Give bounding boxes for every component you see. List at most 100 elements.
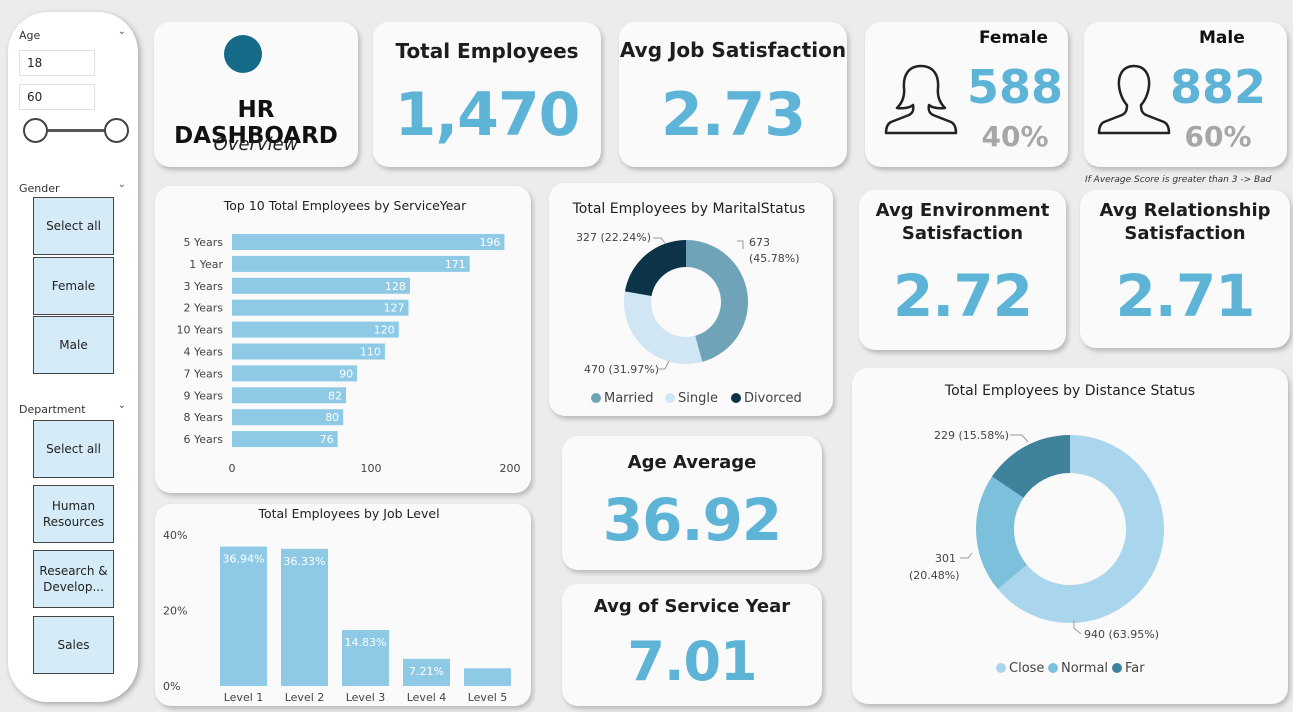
service-year-category-label: 7 Years [183, 367, 223, 380]
job-level-category-label: Level 5 [468, 691, 508, 704]
service-year-category-label: 3 Years [183, 280, 223, 293]
male-count: 882 [1169, 60, 1267, 114]
distance-status-chart-title: Total Employees by Distance Status [944, 383, 1195, 399]
gender-filter-label: Gender [19, 182, 60, 195]
service-year-bar[interactable] [232, 409, 344, 426]
department-chevron-down-icon[interactable]: ⌄ [117, 400, 126, 411]
job-level-data-label: 7.21% [409, 665, 444, 678]
age-average-title: Age Average [627, 452, 757, 473]
department-sales-button[interactable]: Sales [33, 616, 114, 674]
service-year-chart-title: Top 10 Total Employees by ServiceYear [223, 198, 467, 213]
marital-slice-married[interactable] [686, 240, 748, 362]
distance-legend-marker [1048, 663, 1058, 673]
avg-relationship-title-line1: Avg Relationship [1099, 200, 1271, 221]
marital-status-chart: Total Employees by MaritalStatus 673 (45.… [572, 201, 806, 406]
service-year-bar[interactable] [232, 343, 385, 360]
service-year-category-label: 6 Years [183, 433, 223, 446]
avg-environment-card: Avg Environment Satisfaction 2.72 [859, 190, 1066, 350]
service-year-chart-card: Top 10 Total Employees by ServiceYear 5 … [155, 186, 531, 493]
distance-status-chart: Total Employees by Distance Status 940 (… [909, 383, 1195, 676]
age-min-input[interactable]: 18 [19, 50, 95, 76]
distance-data-label: 301 [935, 552, 956, 565]
service-year-bar[interactable] [232, 365, 358, 382]
job-level-y-tick: 40% [163, 529, 187, 542]
service-year-x-tick: 0 [229, 462, 236, 475]
job-level-data-label: 36.33% [284, 555, 326, 568]
service-year-bar[interactable] [232, 277, 410, 294]
service-year-bar[interactable] [232, 299, 409, 316]
marital-data-label: 673 [749, 236, 770, 249]
distance-slice-normal[interactable] [976, 476, 1027, 590]
gender-chevron-down-icon[interactable]: ⌄ [117, 179, 126, 190]
age-slider-max-handle[interactable] [104, 118, 129, 143]
service-year-x-tick: 100 [361, 462, 382, 475]
age-slider-track[interactable] [36, 129, 118, 132]
marital-leader-line [657, 360, 670, 370]
marital-data-label: (45.78%) [749, 252, 800, 265]
service-year-data-label: 76 [320, 433, 334, 446]
marital-status-chart-card: Total Employees by MaritalStatus 673 (45.… [549, 183, 833, 416]
service-year-bar[interactable] [232, 431, 338, 448]
job-level-bar[interactable] [220, 546, 267, 686]
service-year-data-label: 127 [384, 302, 405, 315]
service-year-bar[interactable] [232, 321, 399, 338]
marital-slice-divorced[interactable] [624, 240, 686, 296]
service-year-data-label: 82 [328, 389, 342, 402]
distance-leader-line [960, 552, 973, 559]
female-count: 588 [966, 60, 1064, 114]
distance-slice-far[interactable] [991, 435, 1070, 498]
avg-service-year-title: Avg of Service Year [593, 596, 791, 617]
marital-legend-label: Divorced [744, 391, 802, 406]
service-year-category-label: 2 Years [183, 302, 223, 315]
job-level-bar[interactable] [342, 630, 389, 686]
department-rnd-button[interactable]: Research & Develop... [33, 550, 114, 608]
total-employees-value: 1,470 [394, 80, 581, 150]
avg-job-satisfaction-title: Avg Job Satisfaction [619, 38, 847, 62]
department-hr-button[interactable]: Human Resources [33, 485, 114, 543]
distance-leader-line [1010, 434, 1029, 443]
total-employees-title: Total Employees [395, 39, 579, 63]
job-level-category-label: Level 1 [224, 691, 264, 704]
job-level-category-label: Level 4 [407, 691, 447, 704]
marital-data-label: 470 (31.97%) [584, 363, 659, 376]
job-level-category-label: Level 2 [285, 691, 325, 704]
service-year-bar[interactable] [232, 255, 470, 272]
job-level-bar[interactable] [464, 668, 511, 686]
gender-female-button[interactable]: Female [33, 257, 114, 315]
distance-legend-label: Normal [1061, 661, 1108, 676]
job-level-chart-title: Total Employees by Job Level [257, 506, 439, 521]
distance-legend-label: Close [1009, 661, 1044, 676]
service-year-bar[interactable] [232, 387, 346, 404]
marital-legend-label: Married [604, 391, 654, 406]
age-max-input[interactable]: 60 [19, 84, 95, 110]
job-level-y-tick: 0% [163, 680, 180, 693]
female-person-icon [884, 64, 958, 135]
distance-slice-close[interactable] [997, 435, 1164, 623]
age-average-value: 36.92 [602, 486, 782, 554]
service-year-data-label: 196 [479, 236, 500, 249]
header-card: HR DASHBOARD Overview [154, 22, 358, 167]
job-level-data-label: 14.83% [345, 636, 387, 649]
service-year-bar[interactable] [232, 234, 505, 250]
marital-slice-single[interactable] [624, 291, 703, 364]
job-level-bar[interactable] [403, 658, 450, 686]
age-average-card: Age Average 36.92 [562, 436, 822, 570]
female-percent: 40% [981, 120, 1049, 153]
marital-leader-line [737, 240, 744, 249]
job-level-chart: Total Employees by Job Level 0% 20% 40% 36.… [163, 506, 511, 704]
avg-relationship-card: Avg Relationship Satisfaction 2.71 [1080, 190, 1290, 348]
service-year-category-label: 8 Years [183, 411, 223, 424]
marital-legend-marker [731, 393, 741, 403]
avg-environment-title-line2: Satisfaction [901, 223, 1024, 244]
department-filter-label: Department [19, 403, 86, 416]
gender-select-all-button[interactable]: Select all [33, 197, 114, 255]
marital-legend-marker [591, 393, 601, 403]
service-year-category-label: 10 Years [176, 324, 223, 337]
age-chevron-down-icon[interactable]: ⌄ [117, 26, 126, 37]
service-year-category-label: 4 Years [183, 346, 223, 359]
age-slider-min-handle[interactable] [23, 118, 48, 143]
male-person-icon [1097, 64, 1171, 135]
gender-male-button[interactable]: Male [33, 316, 114, 374]
job-level-bar[interactable] [281, 548, 328, 686]
department-select-all-button[interactable]: Select all [33, 420, 114, 478]
